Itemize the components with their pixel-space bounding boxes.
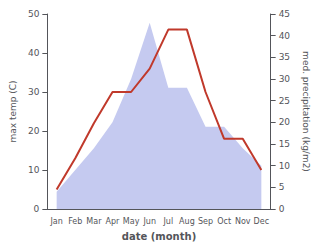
- svg-text:date (month): date (month): [122, 231, 196, 242]
- svg-text:30: 30: [279, 74, 291, 84]
- svg-text:0: 0: [34, 204, 40, 214]
- svg-text:Nov: Nov: [235, 217, 251, 226]
- svg-text:Feb: Feb: [68, 217, 82, 226]
- svg-text:Oct: Oct: [217, 217, 231, 226]
- svg-text:Apr: Apr: [106, 217, 121, 226]
- svg-text:0: 0: [279, 204, 285, 214]
- svg-text:May: May: [123, 217, 140, 226]
- svg-text:Jun: Jun: [142, 217, 156, 226]
- svg-text:40: 40: [279, 31, 291, 41]
- svg-text:20: 20: [279, 117, 291, 127]
- svg-text:25: 25: [279, 96, 290, 106]
- svg-text:15: 15: [279, 139, 290, 149]
- svg-text:Jul: Jul: [162, 217, 173, 226]
- svg-text:med. precipitation (kg/m2): med. precipitation (kg/m2): [301, 51, 311, 172]
- svg-text:Mar: Mar: [86, 217, 102, 226]
- svg-text:10: 10: [28, 165, 40, 175]
- svg-text:20: 20: [28, 126, 40, 136]
- svg-text:10: 10: [279, 161, 291, 171]
- svg-text:Sep: Sep: [198, 217, 213, 226]
- svg-text:Aug: Aug: [179, 217, 195, 226]
- svg-text:50: 50: [28, 9, 40, 19]
- svg-text:45: 45: [279, 9, 290, 19]
- svg-text:Dec: Dec: [254, 217, 269, 226]
- svg-text:35: 35: [279, 52, 290, 62]
- svg-text:5: 5: [279, 182, 285, 192]
- svg-text:40: 40: [28, 48, 40, 58]
- svg-text:max temp (C): max temp (C): [8, 80, 18, 142]
- svg-text:Jan: Jan: [49, 217, 62, 226]
- svg-text:30: 30: [28, 87, 40, 97]
